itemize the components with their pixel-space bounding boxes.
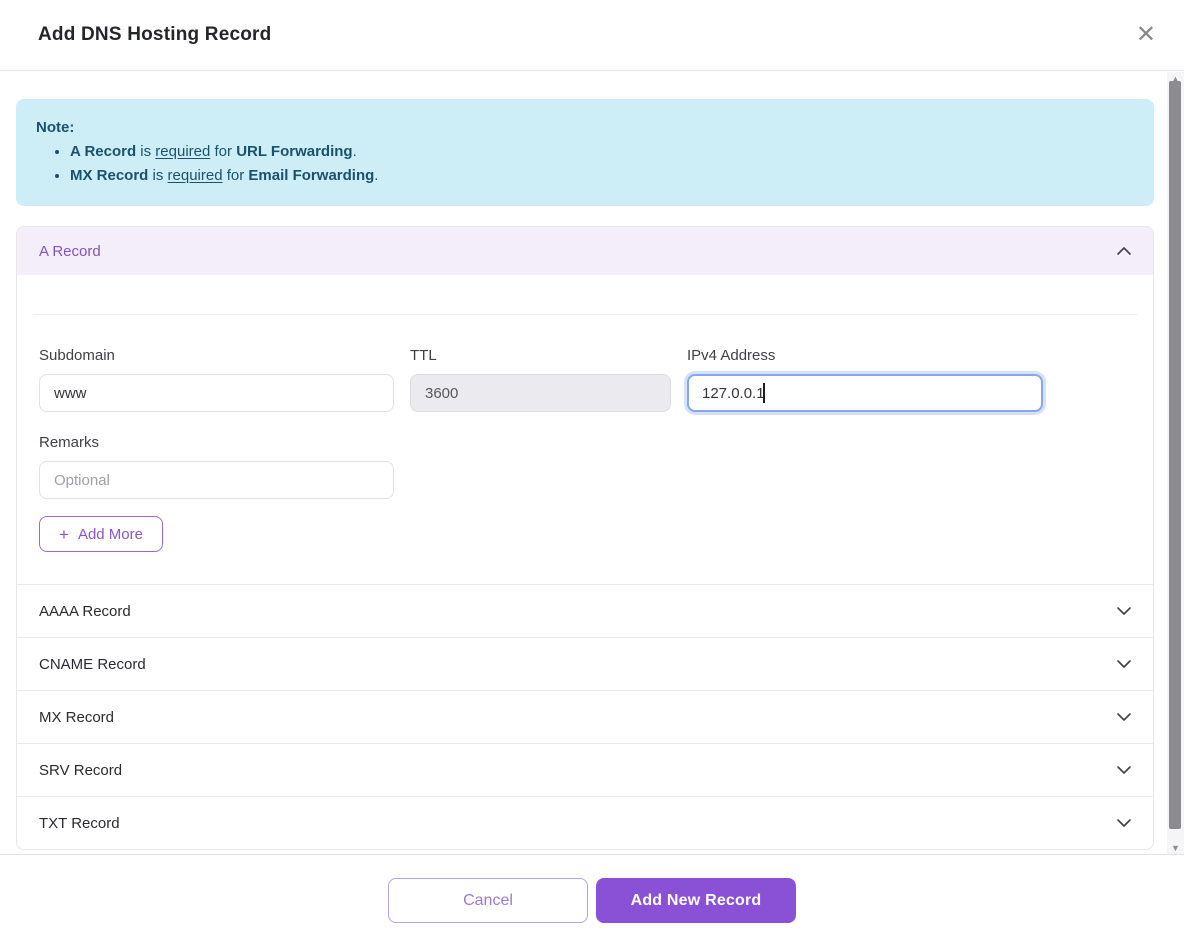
modal-header: Add DNS Hosting Record ✕ <box>0 0 1184 71</box>
subdomain-label: Subdomain <box>39 347 115 364</box>
add-more-button[interactable]: + Add More <box>39 516 163 552</box>
close-button[interactable]: ✕ <box>1132 19 1160 51</box>
ttl-label: TTL <box>410 347 437 364</box>
scrollbar-up-arrow[interactable]: ▲ <box>1171 73 1180 84</box>
accordion-label: SRV Record <box>39 761 123 779</box>
note-box: Note: A Record is required for URL Forwa… <box>16 99 1154 206</box>
accordion-label: CNAME Record <box>39 655 146 673</box>
accordion-header-mx-record[interactable]: MX Record <box>17 690 1153 743</box>
subdomain-input[interactable] <box>39 374 394 412</box>
scrollbar-thumb[interactable] <box>1169 81 1181 829</box>
remarks-input[interactable] <box>39 461 394 499</box>
accordion-header-srv-record[interactable]: SRV Record <box>17 743 1153 796</box>
ipv4-input[interactable] <box>687 374 1043 412</box>
add-more-label: Add More <box>77 525 143 543</box>
a-record-panel: Subdomain TTL IPv4 Address <box>17 314 1153 584</box>
accordion-header-cname-record[interactable]: CNAME Record <box>17 637 1153 690</box>
cancel-button[interactable]: Cancel <box>388 878 588 923</box>
modal-body: Note: A Record is required for URL Forwa… <box>0 71 1184 855</box>
scrollbar-down-arrow[interactable]: ▼ <box>1171 842 1180 853</box>
scrollbar-track[interactable]: ▲ ▼ <box>1167 72 1184 854</box>
modal-title: Add DNS Hosting Record <box>38 24 272 45</box>
accordion-label: TXT Record <box>39 814 120 832</box>
note-item: A Record is required for URL Forwarding. <box>70 140 1134 164</box>
accordion-label: AAAA Record <box>39 602 131 620</box>
chevron-down-icon <box>1117 819 1131 827</box>
note-item: MX Record is required for Email Forwardi… <box>70 164 1134 188</box>
modal-footer: Cancel Add New Record <box>0 855 1184 948</box>
chevron-down-icon <box>1117 607 1131 615</box>
note-heading: Note: <box>36 119 75 136</box>
accordion-label: MX Record <box>39 708 115 726</box>
chevron-down-icon <box>1117 713 1131 721</box>
accordion-header-txt-record[interactable]: TXT Record <box>17 796 1153 849</box>
ttl-input <box>410 374 671 412</box>
chevron-down-icon <box>1117 660 1131 668</box>
note-list: A Record is required for URL Forwarding.… <box>36 140 1134 188</box>
close-icon: ✕ <box>1135 21 1156 48</box>
add-new-record-button[interactable]: Add New Record <box>596 878 796 923</box>
remarks-label: Remarks <box>39 434 100 451</box>
accordion-header-aaaa-record[interactable]: AAAA Record <box>17 584 1153 637</box>
ipv4-label: IPv4 Address <box>687 347 776 364</box>
accordion-header-a-record[interactable]: A Record <box>17 227 1153 275</box>
record-accordion: A Record Subdomain TTL IPv <box>16 226 1154 850</box>
panel-divider <box>33 314 1137 315</box>
chevron-up-icon <box>1117 247 1131 255</box>
chevron-down-icon <box>1117 766 1131 774</box>
text-cursor <box>763 383 765 403</box>
accordion-label: A Record <box>39 242 101 260</box>
plus-icon: + <box>59 524 69 544</box>
